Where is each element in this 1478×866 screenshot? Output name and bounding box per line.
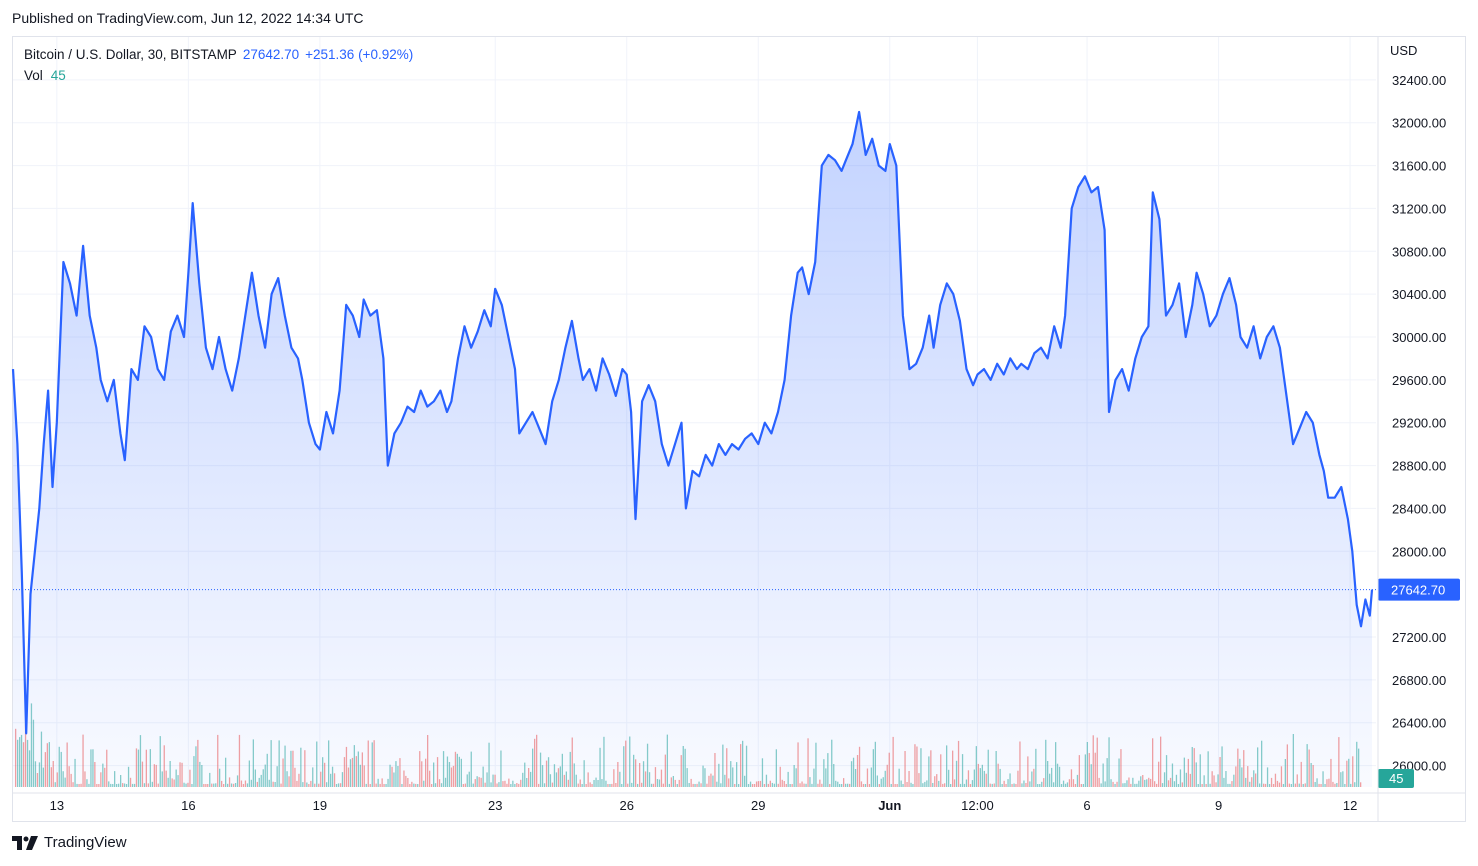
y-tick-label: 30400.00 — [1392, 287, 1446, 302]
brand-name: TradingView — [44, 834, 127, 851]
currency-label: USD — [1390, 43, 1417, 58]
x-tick-label: 16 — [181, 798, 195, 813]
y-tick-label: 30000.00 — [1392, 330, 1446, 345]
x-tick-label: 26 — [620, 798, 634, 813]
volume-legend-value: 45 — [50, 68, 66, 83]
x-tick-label: 23 — [488, 798, 502, 813]
price-area — [13, 112, 1372, 787]
published-caption: Published on TradingView.com, Jun 12, 20… — [12, 10, 364, 26]
price-line[interactable] — [11, 110, 1374, 735]
y-tick-label: 28800.00 — [1392, 459, 1446, 474]
last-price-label-bg — [1378, 578, 1460, 601]
y-tick-label: 27200.00 — [1392, 630, 1446, 645]
chart-frame — [12, 36, 1466, 822]
volume-value-bg — [1378, 769, 1414, 788]
y-tick-label: 26400.00 — [1392, 716, 1446, 731]
footer-brand[interactable]: TradingView — [12, 834, 127, 851]
y-tick-label: 29200.00 — [1392, 416, 1446, 431]
legend-change: +251.36 (+0.92%) — [305, 47, 414, 62]
y-tick-label: 28400.00 — [1392, 501, 1446, 516]
x-tick-label: 9 — [1215, 798, 1222, 813]
x-tick-label: 13 — [50, 798, 64, 813]
y-tick-label: 32000.00 — [1392, 116, 1446, 131]
last-price-label: 27642.70 — [1391, 583, 1445, 598]
chart-legend: Bitcoin / U.S. Dollar, 30, BITSTAMP 27642… — [24, 44, 413, 86]
y-tick-label: 32400.00 — [1392, 73, 1446, 88]
volume-legend-label[interactable]: Vol — [24, 68, 43, 83]
x-tick-label: 29 — [751, 798, 765, 813]
volume-value-label: 45 — [1389, 771, 1403, 786]
symbol-name[interactable]: Bitcoin / U.S. Dollar, 30, BITSTAMP — [24, 47, 237, 62]
y-tick-label: 26800.00 — [1392, 673, 1446, 688]
x-tick-label: 12 — [1343, 798, 1357, 813]
y-tick-label: 30800.00 — [1392, 244, 1446, 259]
y-tick-label: 31600.00 — [1392, 159, 1446, 174]
y-tick-label: 29600.00 — [1392, 373, 1446, 388]
x-tick-label: 6 — [1083, 798, 1090, 813]
legend-price: 27642.70 — [242, 47, 300, 62]
x-tick-label: 19 — [313, 798, 327, 813]
x-tick-label: 12:00 — [961, 798, 994, 813]
y-tick-label: 31200.00 — [1392, 201, 1446, 216]
tradingview-logo-icon — [12, 835, 38, 850]
y-tick-label: 28000.00 — [1392, 544, 1446, 559]
x-tick-label: Jun — [878, 798, 901, 813]
